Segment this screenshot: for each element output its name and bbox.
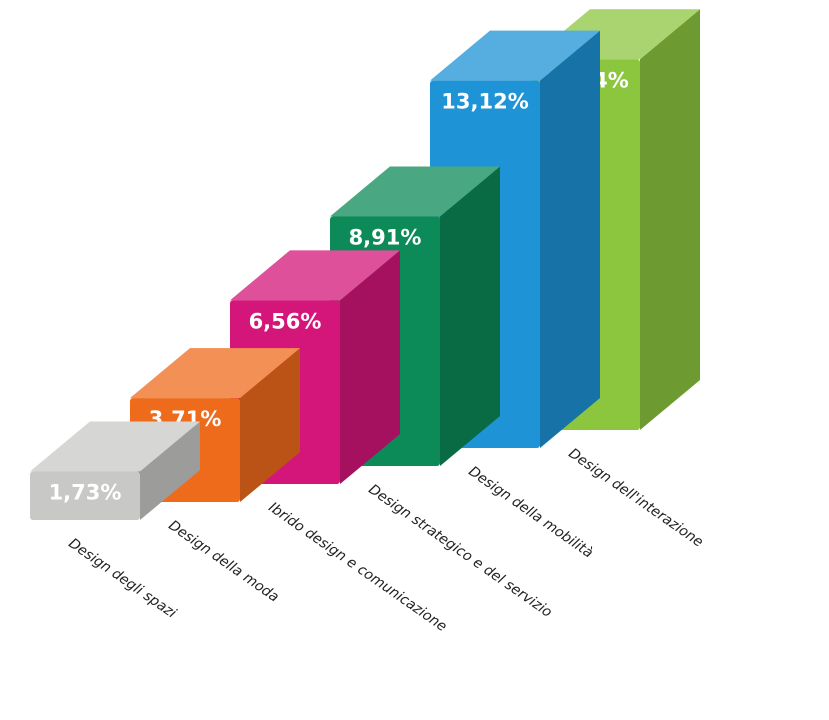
bar-side — [540, 30, 600, 448]
bar-top-shade — [330, 166, 500, 217]
category-label: Design della moda — [165, 517, 281, 605]
bar-side — [640, 9, 700, 431]
bar-top — [330, 166, 500, 217]
bar-side — [140, 421, 200, 520]
bar-top — [130, 348, 300, 399]
bar-top — [30, 421, 200, 472]
bar-side — [440, 166, 500, 466]
bar-side-shade — [440, 166, 500, 466]
value-label: 13,12% — [441, 90, 528, 114]
bar-top-shade — [430, 30, 600, 81]
bar-side-shade — [140, 421, 200, 520]
bar-top-shade — [230, 250, 400, 301]
bar-top-shade — [30, 421, 200, 472]
bar-side — [240, 348, 300, 502]
value-label: 1,73% — [49, 481, 122, 505]
bar — [30, 471, 140, 520]
value-label: 6,56% — [249, 309, 322, 333]
value-label: 8,91% — [349, 226, 422, 250]
bar-side-shade — [540, 30, 600, 448]
bar-side — [340, 250, 400, 484]
bar-side-shade — [640, 9, 700, 431]
category-label: Design della mobilità — [465, 463, 595, 561]
category-label: Design dell'interazione — [565, 445, 706, 550]
bar-side-shade — [340, 250, 400, 484]
bar-side-shade — [240, 348, 300, 502]
bar-top — [230, 250, 400, 301]
category-label: Design degli spazi — [65, 535, 179, 621]
bar-top — [430, 30, 600, 81]
bar-top-shade — [130, 348, 300, 399]
